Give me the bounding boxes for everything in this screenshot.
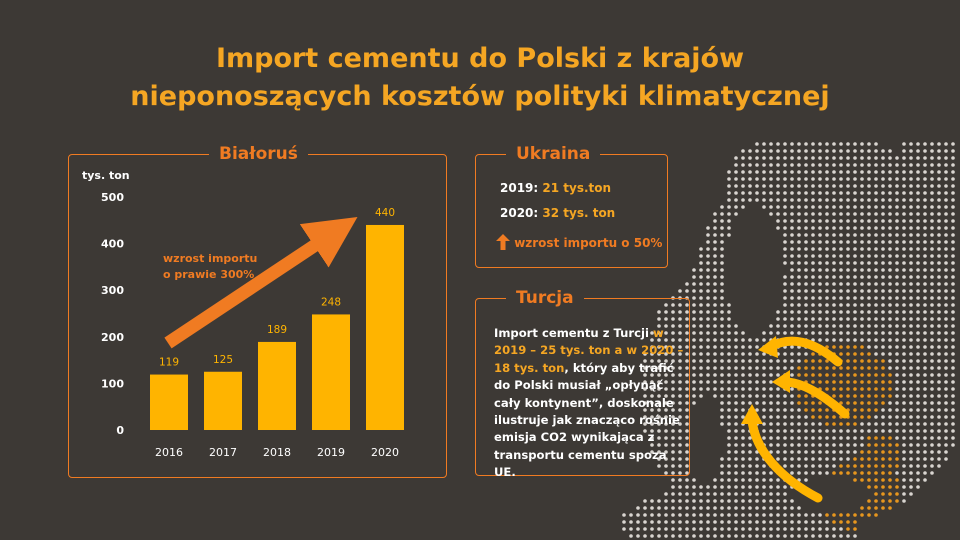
y-tick-label: 200 [101,331,124,344]
arrow-up-icon [496,234,510,250]
title-line-2: nieponoszących kosztów polityki klimatyc… [130,81,830,112]
bar-value-label: 119 [159,357,179,369]
ukraine-row-2019-value: 21 tys.ton [542,181,612,195]
bar-2019 [312,314,350,430]
page-title: Import cementu do Polski z krajów niepon… [0,40,960,116]
y-axis-unit-label: tys. ton [82,169,130,182]
y-tick-label: 100 [101,377,124,390]
bar-value-label: 189 [267,324,287,336]
bar-value-label: 440 [375,207,395,219]
title-line-1: Import cementu do Polski z krajów [215,43,745,74]
x-tick-label: 2020 [371,446,399,459]
y-tick-label: 0 [116,424,124,437]
x-tick-label: 2016 [155,446,183,459]
ukraine-row-2020: 2020: 32 tys. ton [500,206,615,220]
route-arrow-1 [765,336,843,367]
bar-2017 [204,371,242,430]
y-tick-label: 400 [101,238,124,251]
growth-annotation-line-1: wzrost importu [163,252,257,265]
ukraine-growth: wzrost importu o 50% [496,234,662,250]
y-tick-label: 300 [101,284,124,297]
ukraine-row-2019: 2019: 21 tys.ton [500,181,611,195]
ukraine-row-2020-label: 2020: [500,206,539,220]
growth-annotation-line-2: o prawie 300% [163,268,254,281]
y-tick-label: 500 [101,191,124,204]
ukraine-panel: Ukraina 2019: 21 tys.ton 2020: 32 tys. t… [475,143,668,268]
belarus-panel: Białoruś [68,143,447,478]
x-tick-label: 2019 [317,446,345,459]
turkey-text-part-1: Import cementu z Turcji [494,326,649,340]
x-tick-label: 2018 [263,446,291,459]
bar-2018 [258,341,296,430]
turkey-description: Import cementu z Turcji w 2019 – 25 tys.… [494,325,684,482]
route-arrow-2 [780,377,850,419]
ukraine-row-2020-value: 32 tys. ton [542,206,616,220]
belarus-panel-title: Białoruś [209,143,308,165]
turkey-text-highlight: w 2019 – 25 tys. ton a w 2020 – 18 tys. … [494,326,684,375]
x-tick-label: 2017 [209,446,237,459]
europe-dot-map [622,142,955,538]
bar-2020 [366,224,404,430]
turkey-panel-title: Turcja [506,287,584,309]
growth-arrow [164,217,358,349]
route-arrow-3 [747,415,823,503]
bar-value-label: 248 [321,296,341,308]
turkey-text-part-2: , który aby trafić do Polski musiał „opł… [494,360,680,480]
turkey-panel: Turcja Import cementu z Turcji w 2019 – … [475,287,690,479]
bar-2016 [150,374,188,430]
ukraine-panel-title: Ukraina [506,143,601,165]
ukraine-row-2019-label: 2019: [500,181,539,195]
bar-value-label: 125 [213,354,233,366]
ukraine-growth-text: wzrost importu o 50% [514,236,663,250]
